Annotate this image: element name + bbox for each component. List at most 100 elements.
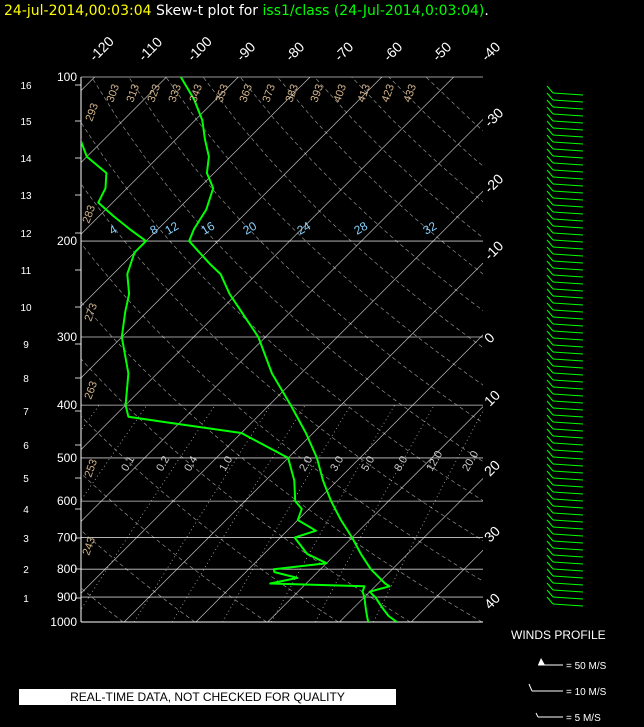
dry-adiabats	[81, 77, 483, 622]
title-plot-label: Skew-t plot for	[151, 3, 263, 19]
wind-barb-flag	[546, 414, 554, 423]
wind-legend-5-barb	[535, 712, 539, 718]
wind-barb	[552, 176, 584, 180]
wind-barb-flag	[546, 92, 554, 101]
wind-barb-flag	[546, 85, 554, 94]
mixing-ratio-label: 16	[199, 219, 218, 238]
mixing-ratio-line	[222, 404, 352, 622]
wind-barb	[552, 127, 584, 131]
isotherm-line	[0, 77, 23, 622]
wind-barb	[552, 568, 584, 572]
dry-adiabat-line	[91, 77, 483, 462]
height-tick-label: 2	[23, 565, 29, 576]
wind-barb-flag	[546, 449, 554, 458]
dry-adiabat-line	[314, 77, 483, 239]
sounding-traces	[81, 77, 398, 622]
wind-barb-flag	[546, 372, 554, 381]
isotherm-top-label: -50	[429, 38, 455, 64]
saturation-label: 20.0	[460, 449, 481, 474]
dry-adiabat-label: 373	[261, 83, 279, 104]
wind-barb	[552, 309, 584, 313]
mixing-ratio-label: 4	[107, 222, 120, 238]
height-tick-label: 1	[23, 594, 29, 605]
wind-barb	[552, 561, 584, 565]
wind-barb-flag	[546, 554, 554, 563]
isotherm-line	[81, 77, 454, 451]
height-tick-label: 3	[23, 534, 29, 545]
wind-barb	[552, 316, 584, 320]
dry-adiabat-line	[202, 77, 483, 348]
wind-barb	[552, 393, 584, 397]
wind-barb-flag	[546, 323, 554, 332]
wind-barb-flag	[546, 267, 554, 276]
wind-barb-flag	[546, 232, 554, 241]
isotherm-line	[81, 77, 239, 235]
wind-barb	[552, 526, 584, 530]
pressure-tick-label: 300	[57, 330, 77, 344]
wind-barb-flag	[546, 540, 554, 549]
wind-barb-flag	[546, 246, 554, 255]
wind-barb	[552, 603, 584, 607]
isotherm-line	[81, 77, 383, 379]
wind-barb	[552, 211, 584, 215]
plot-title: 24-jul-2014,00:03:04 Skew-t plot for iss…	[4, 3, 489, 19]
wind-barb-flag	[546, 330, 554, 339]
wind-barb-flag	[546, 225, 554, 234]
wind-barb-flag	[546, 428, 554, 437]
wind-barb	[552, 253, 584, 257]
dewpoint-trace	[81, 77, 370, 622]
isotherm-top-label: -100	[184, 33, 215, 64]
wind-barb	[552, 449, 584, 453]
wind-legend-5: = 5 M/S	[566, 713, 601, 724]
height-tick-label: 13	[20, 191, 32, 202]
wind-barb	[552, 547, 584, 551]
wind-barb	[552, 169, 584, 173]
dry-adiabat-label: 433	[402, 83, 420, 104]
wind-barb-flag	[546, 134, 554, 143]
height-tick-label: 12	[20, 229, 32, 240]
wind-barb-flag	[546, 288, 554, 297]
wind-barb-flag	[546, 386, 554, 395]
dry-adiabat-label: 363	[238, 83, 256, 104]
height-tick-label: 8	[23, 374, 29, 385]
wind-barb	[552, 435, 584, 439]
dry-adiabat-label: 353	[214, 83, 232, 104]
wind-barb	[552, 218, 584, 222]
wind-barb-flag	[546, 344, 554, 353]
isotherm-right-label: -20	[481, 170, 507, 196]
dry-adiabat-line	[165, 77, 483, 386]
wind-barb-flag	[546, 99, 554, 108]
isotherm-top-label: -80	[282, 38, 308, 64]
wind-barb-flag	[546, 512, 554, 521]
dry-adiabat-label: 303	[105, 83, 123, 104]
wind-barb-flag	[546, 302, 554, 311]
isotherm-line	[81, 77, 311, 307]
wind-barb	[552, 183, 584, 187]
wind-barb	[552, 92, 584, 96]
wind-barb	[552, 288, 584, 292]
mixing-ratio-label: 20	[241, 219, 260, 238]
isotherm-right-label: 0	[481, 329, 498, 346]
dry-adiabat-label: 273	[83, 302, 101, 323]
wind-barb	[552, 505, 584, 509]
dry-adiabat-line	[81, 529, 196, 622]
mixing-ratio-label: 12	[163, 219, 182, 238]
wind-barb	[552, 113, 584, 117]
wind-barb-flag	[546, 183, 554, 192]
wind-barb	[552, 141, 584, 145]
height-tick-label: 10	[20, 303, 32, 314]
wind-barb	[552, 148, 584, 152]
dry-adiabat-line	[277, 77, 483, 275]
wind-barb	[552, 456, 584, 460]
wind-barb	[552, 470, 584, 474]
isotherm-line	[339, 477, 483, 622]
isotherm-line	[123, 262, 483, 622]
wind-barb-flag	[546, 498, 554, 507]
isotherm-line	[482, 621, 483, 622]
dry-adiabat-label: 283	[81, 204, 99, 225]
dry-adiabat-label: 243	[81, 536, 99, 557]
wind-barb	[552, 260, 584, 264]
wind-barb	[552, 239, 584, 243]
isotherm-line	[81, 77, 95, 92]
wind-barb	[552, 155, 584, 159]
